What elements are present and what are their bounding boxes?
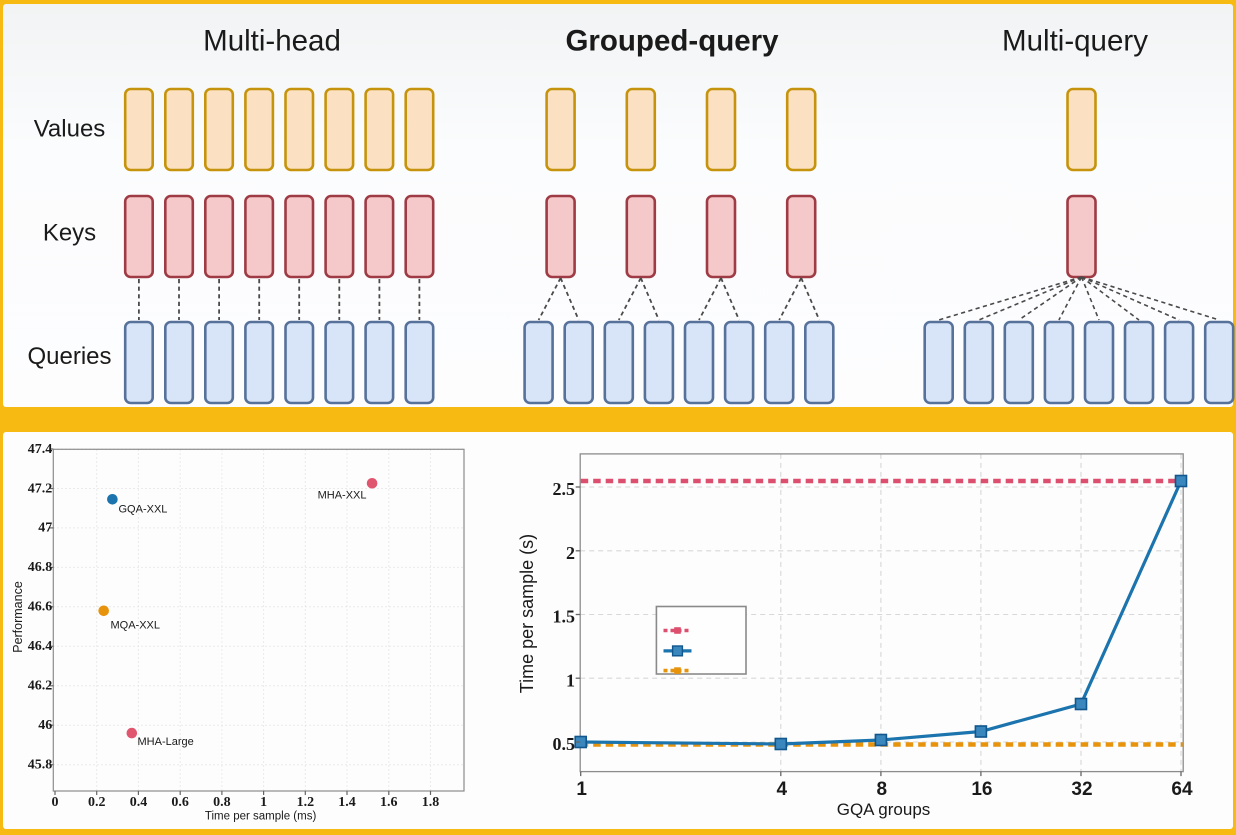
svg-text:0.5: 0.5 [553,734,576,754]
svg-text:46.2: 46.2 [28,679,53,694]
svg-text:1.5: 1.5 [553,607,576,627]
svg-text:0.4: 0.4 [130,795,148,810]
svg-text:Values: Values [34,116,106,143]
svg-text:0.8: 0.8 [213,795,231,810]
svg-text:1.8: 1.8 [422,795,440,810]
svg-text:8: 8 [877,779,888,800]
svg-text:1: 1 [260,795,267,810]
svg-text:Performance: Performance [11,581,25,653]
svg-text:Keys: Keys [43,220,96,247]
svg-text:47: 47 [38,521,52,536]
svg-text:1: 1 [566,670,575,690]
svg-text:1.6: 1.6 [380,795,398,810]
svg-text:2: 2 [566,543,575,563]
svg-text:Time per sample (s): Time per sample (s) [517,534,537,693]
svg-text:GQA groups: GQA groups [837,800,931,819]
svg-text:0: 0 [52,795,59,810]
svg-text:46.6: 46.6 [28,600,53,615]
svg-text:4: 4 [777,779,788,800]
svg-text:1: 1 [576,779,587,800]
svg-text:Multi-query: Multi-query [1002,25,1148,58]
svg-text:MQA-XXL: MQA-XXL [111,620,161,632]
svg-text:46.8: 46.8 [28,560,53,575]
svg-text:16: 16 [971,779,992,800]
svg-text:MHA-XXL: MHA-XXL [318,490,367,502]
svg-text:0.2: 0.2 [88,795,106,810]
svg-text:46: 46 [38,718,52,733]
svg-text:45.8: 45.8 [28,757,53,772]
svg-text:Time per sample (ms): Time per sample (ms) [205,811,317,823]
svg-text:46.4: 46.4 [28,639,53,654]
svg-text:32: 32 [1071,779,1092,800]
svg-text:0.6: 0.6 [171,795,189,810]
svg-text:GQA-XXL: GQA-XXL [119,504,168,516]
svg-text:Queries: Queries [27,343,111,370]
svg-text:64: 64 [1171,779,1193,800]
svg-text:1.4: 1.4 [338,795,356,810]
svg-text:47.2: 47.2 [28,481,53,496]
svg-text:2.5: 2.5 [553,479,576,499]
svg-text:47.4: 47.4 [28,442,53,457]
svg-text:Grouped-query: Grouped-query [565,25,779,58]
svg-text:Multi-head: Multi-head [203,25,341,58]
svg-text:1.2: 1.2 [297,795,315,810]
svg-text:MHA-Large: MHA-Large [138,736,194,748]
